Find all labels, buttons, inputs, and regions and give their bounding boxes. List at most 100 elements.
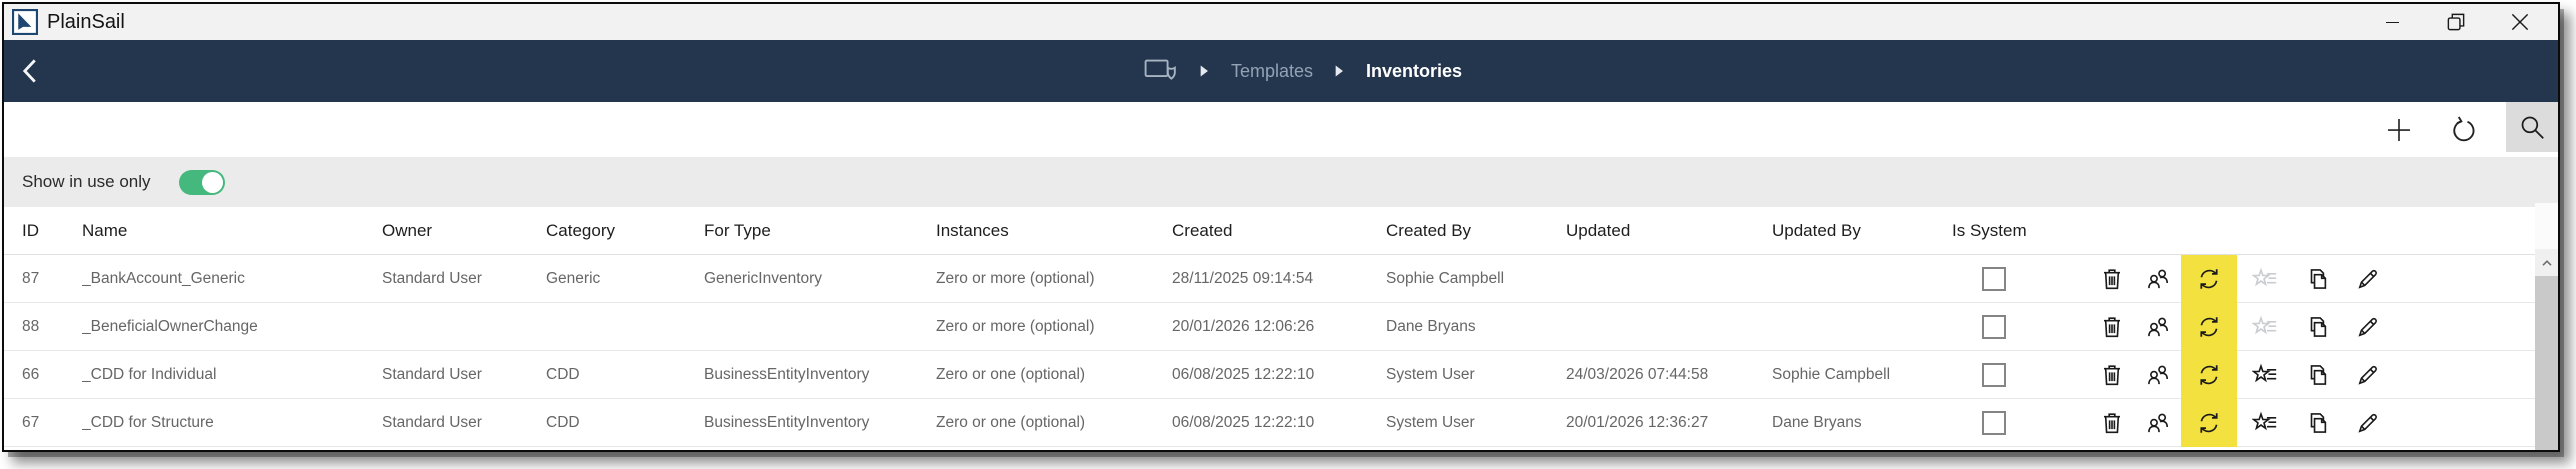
cell-owner: Standard User [382,365,482,383]
star-list-icon [2252,314,2278,340]
close-button[interactable] [2488,4,2552,40]
star-list-button[interactable] [2237,351,2293,398]
back-button[interactable] [16,40,62,102]
cell-id: 88 [22,317,40,335]
column-header-is-system[interactable]: Is System [1952,220,2027,240]
cell-name: _BeneficialOwnerChange [82,317,258,335]
scroll-up-button[interactable] [2535,249,2558,276]
cell-created: 28/11/2025 09:14:54 [1172,269,1314,287]
cell-for-type: BusinessEntityInventory [704,413,870,431]
show-in-use-label: Show in use only [22,172,151,191]
table-row[interactable]: 87 _BankAccount_Generic Standard User Ge… [4,255,2558,303]
cell-name: _BankAccount_Generic [82,269,245,287]
search-button[interactable] [2506,102,2558,152]
sync-icon [2196,410,2222,436]
vertical-scrollbar[interactable] [2535,203,2558,450]
cell-owner: Standard User [382,269,482,287]
edit-button[interactable] [2343,399,2393,446]
copy-button[interactable] [2293,303,2343,350]
sync-icon [2196,362,2222,388]
minimize-button[interactable] [2360,4,2424,40]
copy-icon [2305,266,2331,292]
copy-button[interactable] [2293,399,2343,446]
minimize-icon [2385,21,2399,23]
cell-id: 67 [22,413,40,431]
delete-button[interactable] [2089,351,2135,398]
plus-icon [2384,115,2414,145]
sync-button[interactable] [2181,351,2237,398]
cell-category: Generic [546,269,601,287]
cell-created-by: System User [1386,413,1475,431]
scrollbar-thumb[interactable] [2535,276,2558,450]
is-system-checkbox[interactable] [1982,314,2006,339]
cell-is-system [1952,314,2089,339]
table-row[interactable]: 66 _CDD for Individual Standard User CDD… [4,351,2558,399]
cell-is-system [1952,410,2089,435]
people-icon [2145,410,2171,436]
column-header-created[interactable]: Created [1172,220,1233,240]
permissions-button[interactable] [2135,303,2181,350]
delete-button[interactable] [2089,303,2135,350]
column-header-name[interactable]: Name [82,220,128,240]
table-row[interactable]: 88 _BeneficialOwnerChange Zero or more (… [4,303,2558,351]
cell-id: 87 [22,269,40,287]
sync-button[interactable] [2181,399,2237,446]
copy-button[interactable] [2293,255,2343,302]
column-header-category[interactable]: Category [546,220,615,240]
star-list-button[interactable] [2237,255,2293,302]
sync-button[interactable] [2181,255,2237,302]
add-button[interactable] [2376,105,2422,155]
is-system-checkbox[interactable] [1982,410,2006,435]
star-list-icon [2252,362,2278,388]
chevron-up-icon [2540,258,2554,268]
people-icon [2145,362,2171,388]
cell-is-system [1952,266,2089,291]
delete-button[interactable] [2089,255,2135,302]
column-header-for-type[interactable]: For Type [704,220,771,240]
cell-name: _CDD for Structure [82,413,214,431]
column-header-owner[interactable]: Owner [382,220,433,240]
column-header-updated-by[interactable]: Updated By [1772,220,1861,240]
filter-bar: Show in use only [4,157,2558,207]
toggle-knob [201,171,223,193]
cell-instances: Zero or one (optional) [936,413,1086,431]
trash-icon [2099,314,2125,340]
column-header-updated[interactable]: Updated [1566,220,1631,240]
permissions-button[interactable] [2135,255,2181,302]
cell-instances: Zero or one (optional) [936,365,1086,383]
permissions-button[interactable] [2135,399,2181,446]
cell-id: 66 [22,365,40,383]
edit-button[interactable] [2343,351,2393,398]
column-header-created-by[interactable]: Created By [1386,220,1472,240]
copy-icon [2305,314,2331,340]
delete-button[interactable] [2089,399,2135,446]
people-icon [2145,266,2171,292]
refresh-button[interactable] [2440,105,2486,155]
sync-button[interactable] [2181,303,2237,350]
cell-instances: Zero or more (optional) [936,269,1095,287]
breadcrumb-templates[interactable]: Templates [1230,60,1314,81]
show-in-use-toggle[interactable] [178,169,225,195]
edit-button[interactable] [2343,303,2393,350]
permissions-button[interactable] [2135,351,2181,398]
column-header-instances[interactable]: Instances [936,220,1009,240]
star-list-button[interactable] [2237,303,2293,350]
is-system-checkbox[interactable] [1982,266,2006,291]
app-title: PlainSail [47,10,125,33]
cell-created: 20/01/2026 12:06:26 [1172,317,1315,335]
restore-button[interactable] [2424,4,2488,40]
star-list-icon [2252,266,2278,292]
pencil-icon [2355,266,2381,292]
copy-icon [2305,410,2331,436]
edit-button[interactable] [2343,255,2393,302]
copy-button[interactable] [2293,351,2343,398]
trash-icon [2099,410,2125,436]
is-system-checkbox[interactable] [1982,362,2006,387]
cell-is-system [1952,362,2089,387]
screen-shield-icon[interactable] [1144,56,1178,86]
caret-right-icon [1200,65,1209,77]
column-header-id[interactable]: ID [22,220,39,240]
star-list-button[interactable] [2237,399,2293,446]
table-row[interactable]: 67 _CDD for Structure Standard User CDD … [4,399,2558,447]
row-actions [2089,255,2558,302]
